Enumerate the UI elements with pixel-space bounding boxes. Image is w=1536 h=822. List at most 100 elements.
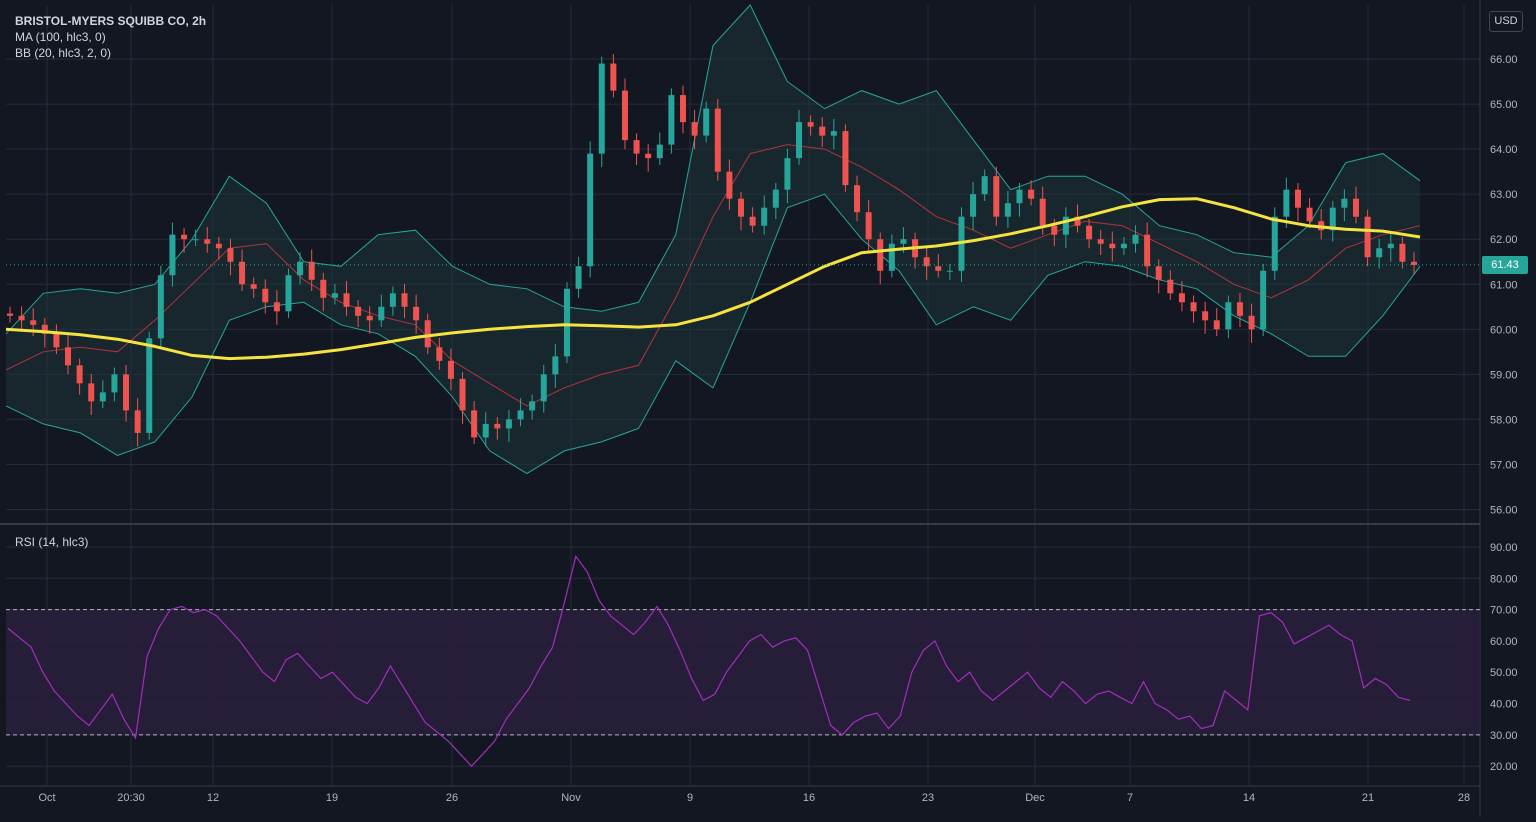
candle <box>633 133 640 165</box>
time-tick-label: Nov <box>561 792 581 804</box>
candle-body <box>1109 243 1116 249</box>
candle-body <box>1144 234 1151 267</box>
candle-body <box>1039 198 1046 226</box>
candle <box>320 273 327 312</box>
time-tick-label: Dec <box>1025 792 1045 804</box>
rsi-tick-label: 80.00 <box>1490 573 1518 585</box>
time-tick-label: 16 <box>803 792 815 804</box>
price-tick-label: 65.00 <box>1490 99 1518 111</box>
candle-body <box>41 324 48 334</box>
last-price-tag: 61.43 <box>1482 255 1528 274</box>
rsi-tick-label: 50.00 <box>1490 667 1518 679</box>
candle-body <box>123 374 130 411</box>
candle <box>784 148 791 204</box>
time-axis: Oct 20:30 12 19 26 Nov 9 16 23 Dec 7 14 21 28 <box>38 792 1470 804</box>
candle-body <box>726 171 733 199</box>
price-tick-label: 58.00 <box>1490 414 1518 426</box>
candle <box>738 191 745 231</box>
candle <box>1132 225 1139 253</box>
candle-body <box>99 392 106 402</box>
candle <box>111 367 118 402</box>
candle <box>1260 264 1267 337</box>
time-tick-label: 12 <box>207 792 219 804</box>
candle-body <box>807 122 814 127</box>
candle-body <box>355 306 362 316</box>
candle-body <box>227 248 234 262</box>
candle <box>714 99 721 181</box>
candle-body <box>181 234 188 240</box>
candle-body <box>830 131 837 136</box>
candle <box>1399 236 1406 269</box>
candle-body <box>18 315 25 321</box>
candle <box>772 182 779 219</box>
rsi-line <box>7 554 1411 768</box>
candle-body <box>1120 243 1127 249</box>
candle-body <box>494 423 501 429</box>
candle-body <box>111 374 118 393</box>
price-tick-label: 57.00 <box>1490 459 1518 471</box>
candle-body <box>761 207 768 226</box>
candle-body <box>900 239 907 244</box>
time-tick-label: 21 <box>1362 792 1374 804</box>
candle-body <box>877 239 884 271</box>
candle-body <box>714 108 721 172</box>
candle-body <box>1051 225 1058 235</box>
candle <box>1213 308 1220 337</box>
rsi-tick-label: 40.00 <box>1490 699 1518 711</box>
candle <box>703 101 710 143</box>
candle <box>726 159 733 210</box>
candle-body <box>517 410 524 420</box>
candle <box>1294 182 1301 222</box>
candle <box>993 166 1000 226</box>
time-tick-label: 7 <box>1127 792 1133 804</box>
candle <box>598 56 605 168</box>
candle-body <box>970 194 977 217</box>
candle <box>1283 177 1290 228</box>
time-tick-label: 28 <box>1458 792 1470 804</box>
candle <box>482 411 489 447</box>
price-tick-label: 60.00 <box>1490 324 1518 336</box>
candle <box>331 283 338 305</box>
price-tick-label: 63.00 <box>1490 189 1518 201</box>
candle-body <box>656 144 663 159</box>
candle-body <box>308 261 315 280</box>
candle <box>935 254 942 278</box>
candle <box>1086 218 1093 249</box>
candle-body <box>76 365 83 384</box>
time-tick-label: Oct <box>38 792 55 804</box>
price-axis: 56.00 57.00 58.00 59.00 60.00 61.00 62.00 63.00… <box>1490 54 1518 516</box>
candle <box>761 195 768 235</box>
candle <box>842 124 849 192</box>
candle-body <box>169 234 176 276</box>
bb-lower-line <box>5 193 1421 475</box>
candle <box>308 249 315 292</box>
candle-body <box>459 378 466 411</box>
candle-body <box>575 266 582 289</box>
time-tick-label: 23 <box>922 792 934 804</box>
candle-body <box>482 423 489 438</box>
candle-body <box>1399 243 1406 262</box>
candle <box>262 279 269 314</box>
candle-body <box>1167 279 1174 294</box>
candle-body <box>738 198 745 217</box>
candle <box>517 398 524 427</box>
candle-body <box>679 95 686 123</box>
candle-body <box>1155 266 1162 280</box>
candle-body <box>1213 320 1220 330</box>
candle-body <box>320 279 327 298</box>
candle-body <box>981 176 988 195</box>
rsi-band <box>6 609 1480 735</box>
candle-body <box>1202 311 1209 321</box>
candle <box>1144 222 1151 278</box>
candle-body <box>784 158 791 190</box>
candle-body <box>30 320 37 325</box>
rsi-tick-label: 70.00 <box>1490 605 1518 617</box>
candle <box>1016 182 1023 217</box>
candle <box>204 227 211 253</box>
candle <box>123 364 130 422</box>
symbol-title: BRISTOL-MYERS SQUIBB CO, 2h <box>15 14 207 28</box>
candle <box>621 78 628 150</box>
currency-button[interactable]: USD <box>1489 11 1523 32</box>
